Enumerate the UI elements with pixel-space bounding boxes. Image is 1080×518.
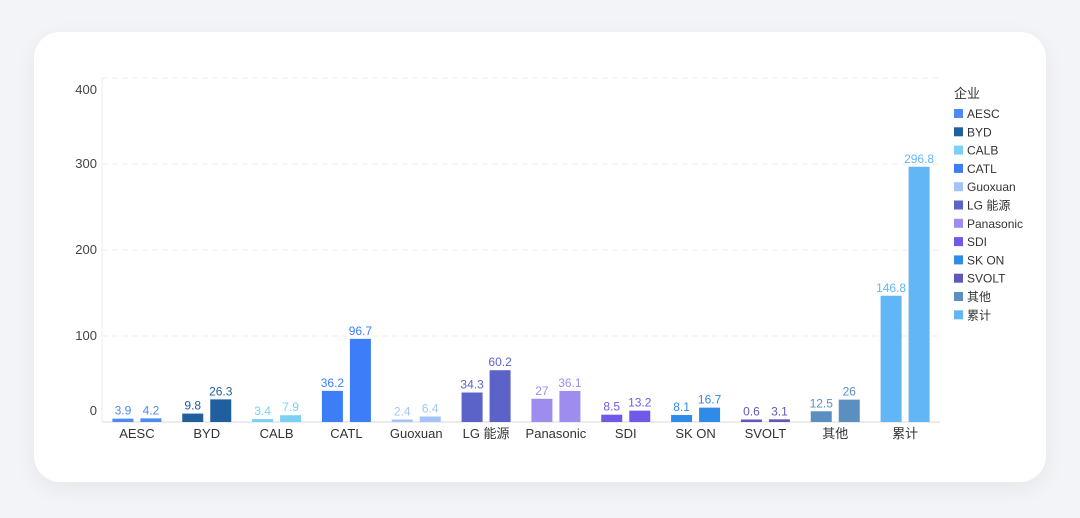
bar [280, 415, 302, 422]
bar [391, 419, 413, 422]
legend-swatch [954, 292, 963, 301]
legend-swatch [954, 109, 963, 118]
legend-item: SVOLT [967, 272, 1006, 286]
legend-swatch [954, 127, 963, 137]
legend-item: CATL [967, 162, 997, 176]
data-label: 7.9 [282, 400, 299, 414]
x-tick-label: LG 能源 [463, 426, 510, 441]
data-label: 146.8 [876, 281, 906, 295]
bar [740, 419, 762, 422]
bar [489, 370, 511, 422]
data-label: 8.5 [603, 400, 620, 414]
legend-title: 企业 [954, 86, 980, 101]
data-label: 3.4 [254, 404, 271, 418]
data-label: 16.7 [698, 393, 722, 407]
bar [419, 416, 441, 422]
legend-item: 累计 [967, 308, 991, 322]
legend-item: LG 能源 [967, 199, 1010, 213]
x-tick-label: 其他 [822, 426, 848, 441]
bar [210, 399, 232, 422]
data-label: 0.6 [743, 405, 760, 419]
legend-item: 其他 [967, 290, 991, 304]
data-label: 6.4 [422, 401, 439, 415]
legend-swatch [954, 310, 963, 320]
x-tick-label: BYD [193, 426, 220, 441]
data-label: 2.4 [394, 405, 411, 419]
x-tick-label: Guoxuan [390, 426, 443, 441]
data-label: 8.1 [673, 400, 690, 414]
x-tick-label: 累计 [892, 426, 918, 441]
bar [531, 398, 553, 422]
legend-item: BYD [967, 125, 992, 139]
x-tick-label: AESC [119, 426, 154, 441]
legend-swatch [954, 200, 963, 210]
data-label: 3.1 [771, 404, 788, 418]
legend-item: AESC [967, 107, 1000, 121]
legend-item: Panasonic [967, 217, 1023, 231]
data-label: 4.2 [143, 403, 160, 417]
bar [252, 419, 274, 422]
bar [699, 407, 721, 422]
legend-swatch [954, 163, 963, 173]
x-tick-label: SDI [615, 426, 637, 441]
data-label: 296.8 [904, 152, 934, 166]
y-tick-label: 200 [75, 242, 97, 257]
x-tick-label: SK ON [675, 426, 715, 441]
data-label: 34.3 [460, 378, 484, 392]
bar [559, 390, 581, 422]
bar [880, 295, 902, 422]
data-label: 36.2 [321, 376, 345, 390]
legend-swatch [954, 255, 963, 265]
bar [810, 411, 832, 422]
data-label: 36.1 [558, 376, 582, 390]
bar [182, 413, 204, 422]
legend-item: SK ON [967, 253, 1004, 267]
data-label: 12.5 [810, 396, 834, 410]
bar [601, 414, 623, 422]
data-label: 96.7 [349, 324, 373, 338]
data-label: 13.2 [628, 396, 652, 410]
bar [838, 399, 860, 422]
data-label: 9.8 [184, 399, 201, 413]
y-tick-label: 400 [75, 82, 97, 97]
data-label: 26 [843, 385, 857, 399]
bar [321, 390, 343, 422]
legend-item: CALB [967, 144, 998, 158]
x-tick-label: Panasonic [526, 426, 587, 441]
y-tick-label: 100 [75, 328, 97, 343]
bar [461, 392, 483, 422]
bar [908, 166, 930, 422]
bar [112, 418, 134, 422]
x-tick-label: CALB [260, 426, 294, 441]
legend-swatch [954, 145, 963, 155]
y-tick-label: 300 [75, 156, 97, 171]
x-tick-label: CATL [330, 426, 362, 441]
bar [349, 338, 371, 422]
data-label: 27 [535, 384, 549, 398]
legend-swatch [954, 273, 963, 283]
bar [140, 418, 162, 422]
y-tick-label: 0 [90, 403, 97, 418]
bar [629, 410, 651, 422]
legend-item: SDI [967, 235, 987, 249]
data-label: 3.9 [115, 404, 132, 418]
bar [671, 415, 693, 422]
bar [768, 419, 790, 422]
data-label: 26.3 [209, 384, 233, 398]
x-tick-label: SVOLT [745, 426, 787, 441]
legend-swatch [954, 218, 963, 228]
legend-swatch [954, 182, 963, 192]
data-label: 60.2 [488, 355, 512, 369]
legend-item: Guoxuan [967, 180, 1016, 194]
legend-swatch [954, 237, 963, 247]
